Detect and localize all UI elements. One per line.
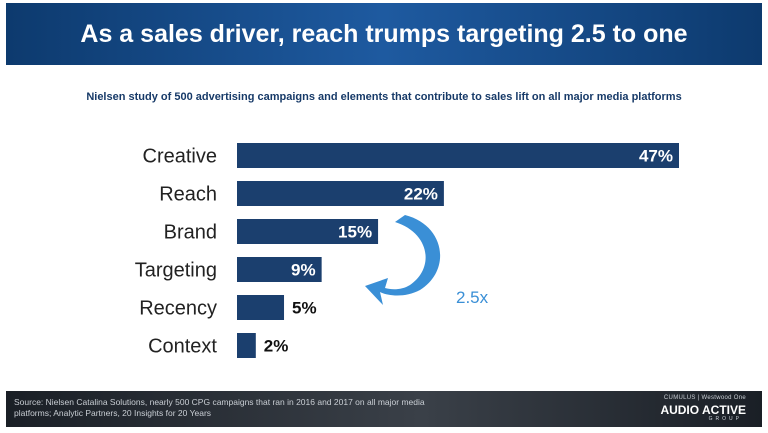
data-label-targeting: 9% bbox=[291, 261, 316, 280]
source-line-1: Source: Nielsen Catalina Solutions, near… bbox=[14, 397, 425, 407]
category-label-targeting: Targeting bbox=[135, 260, 217, 282]
chart-subtitle: Nielsen study of 500 advertising campaig… bbox=[86, 91, 682, 103]
data-label-brand: 15% bbox=[338, 223, 372, 242]
data-label-recency: 5% bbox=[292, 299, 317, 318]
footer-bar: Source: Nielsen Catalina Solutions, near… bbox=[6, 391, 762, 427]
curved-arrow-annotation bbox=[365, 215, 441, 305]
bar-targeting bbox=[237, 257, 322, 282]
source-line-2: platforms; Analytic Partners, 20 Insight… bbox=[14, 408, 212, 418]
source-note: Source: Nielsen Catalina Solutions, near… bbox=[14, 397, 534, 419]
bar-context bbox=[237, 333, 256, 358]
bar-reach bbox=[237, 181, 444, 206]
page-title: As a sales driver, reach trumps targetin… bbox=[80, 20, 688, 48]
annotation-label: 2.5x bbox=[456, 288, 489, 307]
bar-brand bbox=[237, 219, 379, 244]
category-label-reach: Reach bbox=[159, 184, 217, 206]
logo-brand-line: CUMULUS | Westwood One bbox=[663, 395, 746, 401]
logo-subline: GROUP bbox=[708, 416, 742, 422]
data-label-creative: 47% bbox=[639, 147, 673, 166]
bar-chart: Creative 47% Reach 22% Brand 15% Targeting 9% Re… bbox=[135, 143, 679, 358]
category-label-context: Context bbox=[148, 336, 217, 358]
data-label-context: 2% bbox=[264, 337, 289, 356]
title-banner: As a sales driver, reach trumps targetin… bbox=[6, 3, 762, 65]
category-label-recency: Recency bbox=[139, 298, 217, 320]
data-label-reach: 22% bbox=[404, 185, 438, 204]
logo-wordmark: AUDIO ACTIVE bbox=[660, 403, 746, 417]
bar-creative bbox=[237, 143, 679, 168]
category-label-brand: Brand bbox=[164, 222, 217, 244]
audio-active-group-logo: CUMULUS | Westwood One AUDIO ACTIVE GROU… bbox=[636, 395, 746, 423]
bar-recency bbox=[237, 295, 285, 320]
category-label-creative: Creative bbox=[143, 146, 217, 168]
